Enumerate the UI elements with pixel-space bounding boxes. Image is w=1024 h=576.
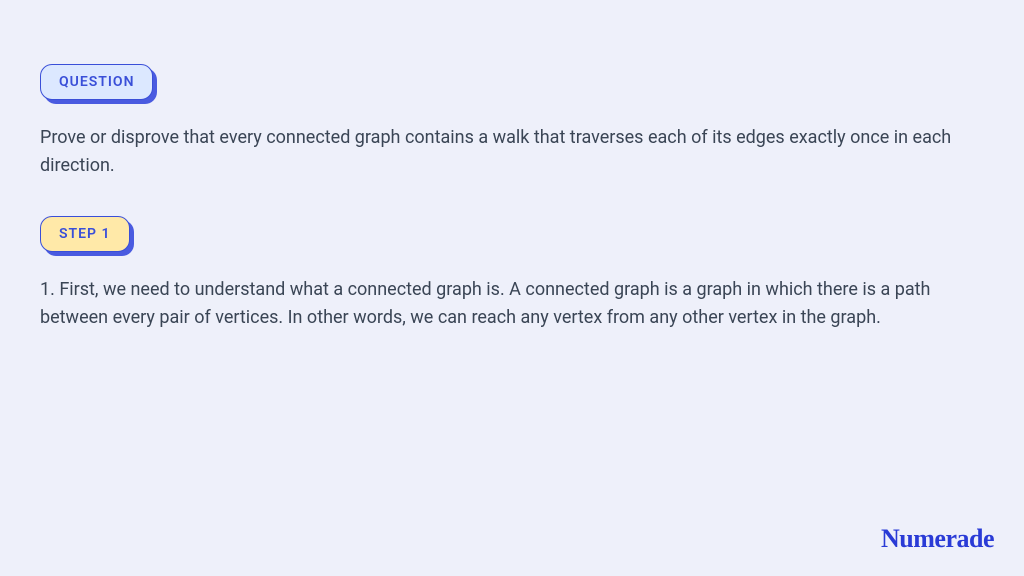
step-text: 1. First, we need to understand what a c… bbox=[40, 276, 984, 332]
step-badge-label: STEP 1 bbox=[59, 226, 111, 242]
brand-logo: Numerade bbox=[881, 524, 994, 554]
content-area: QUESTION Prove or disprove that every co… bbox=[0, 0, 1024, 332]
step-badge: STEP 1 bbox=[40, 216, 130, 252]
question-text: Prove or disprove that every connected g… bbox=[40, 124, 984, 180]
question-badge: QUESTION bbox=[40, 64, 153, 100]
question-badge-label: QUESTION bbox=[59, 74, 134, 90]
step-badge-wrap: STEP 1 bbox=[40, 216, 130, 252]
question-badge-wrap: QUESTION bbox=[40, 64, 153, 100]
